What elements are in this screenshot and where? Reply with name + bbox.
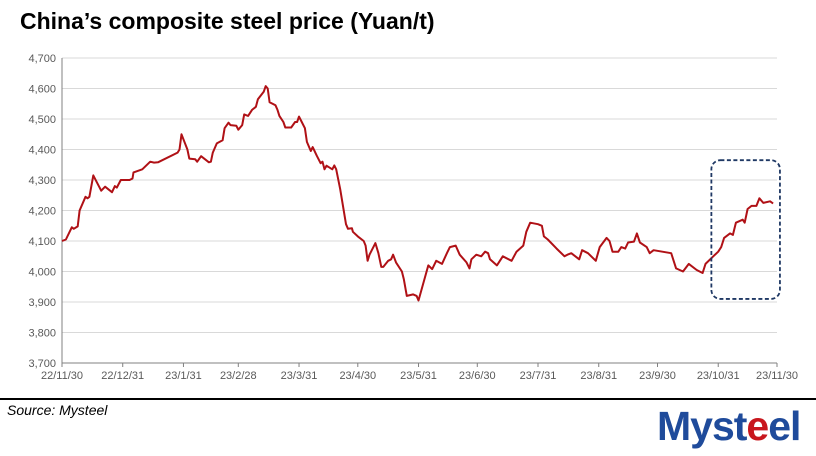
source-note: Source: Mysteel: [7, 402, 108, 418]
x-tick-label: 23/11/30: [756, 370, 798, 382]
x-tick-label: 23/5/31: [400, 370, 437, 382]
x-tick-label: 23/9/30: [639, 370, 676, 382]
x-tick-label: 23/7/31: [520, 370, 557, 382]
y-tick-label: 3,800: [28, 328, 56, 340]
x-tick-label: 22/11/30: [41, 370, 83, 382]
y-tick-label: 4,300: [28, 175, 56, 187]
price-line: [61, 85, 774, 302]
x-tick-label: 23/2/28: [220, 370, 257, 382]
x-tick-label: 23/3/31: [281, 370, 318, 382]
y-tick-label: 3,700: [28, 358, 56, 370]
y-tick-label: 3,900: [28, 297, 56, 309]
series-layer: [61, 85, 774, 302]
line-chart: 3,700 3,800 3,900 4,000 4,100 4,200 4,300 4,400…: [28, 53, 798, 382]
x-tick-label: 22/12/31: [101, 370, 144, 382]
chart-title: China’s composite steel price (Yuan/t): [20, 8, 435, 34]
mysteel-logo: Mysteel: [657, 403, 801, 449]
divider: [0, 398, 816, 400]
x-tick-label: 23/10/31: [697, 370, 740, 382]
y-tick-label: 4,200: [28, 206, 56, 218]
x-tick-label: 23/1/31: [165, 370, 202, 382]
y-tick-label: 4,500: [28, 114, 56, 126]
y-tick-label: 4,400: [28, 145, 56, 157]
axes: 3,700 3,800 3,900 4,000 4,100 4,200 4,300 4,400…: [28, 53, 798, 382]
annotation-layer: [710, 159, 781, 300]
x-tick-label: 23/6/30: [459, 370, 496, 382]
highlight-box: [710, 159, 781, 300]
gridlines: [62, 57, 777, 333]
x-tick-label: 23/8/31: [580, 370, 617, 382]
y-tick-label: 4,600: [28, 84, 56, 96]
y-tick-label: 4,100: [28, 236, 56, 248]
y-tick-label: 4,000: [28, 267, 56, 279]
x-tick-label: 23/4/30: [339, 370, 376, 382]
y-tick-label: 4,700: [28, 53, 56, 65]
